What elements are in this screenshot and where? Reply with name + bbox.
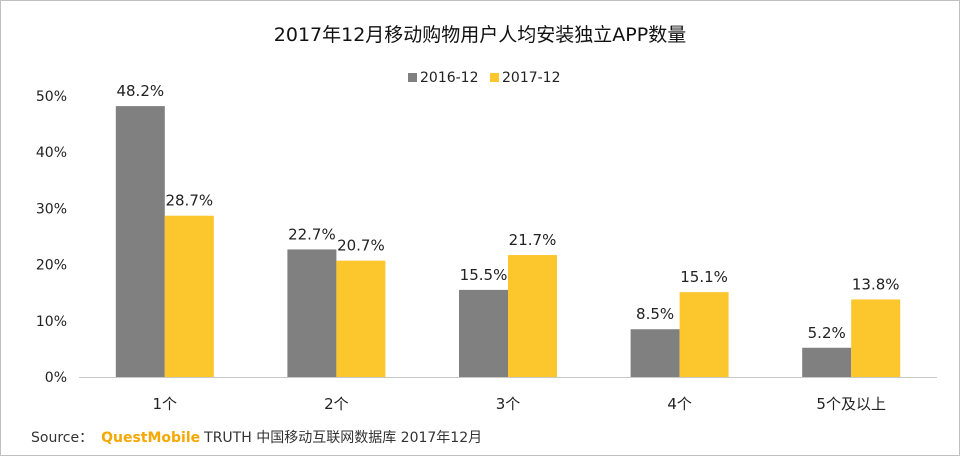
chart-title: 2017年12月移动购物用户人均安装独立APP数量: [274, 24, 686, 46]
x-tick-label: 5个及以上: [816, 395, 886, 413]
bar-2017-12-2: [336, 260, 386, 377]
legend: 2016-12 2017-12: [408, 70, 561, 86]
bar-2016-12-5: [802, 347, 852, 377]
data-label-2016-12-3: 15.5%: [460, 266, 508, 284]
bar-2017-12-3: [508, 255, 557, 377]
bar-2017-12-4: [679, 292, 729, 377]
bar-2016-12-4: [630, 329, 680, 377]
bar-2016-12-1: [115, 106, 165, 377]
y-tick-label: 20%: [36, 258, 67, 274]
x-tick-label: 2个: [324, 395, 349, 413]
source-prefix: Source：: [31, 430, 94, 446]
data-label-2016-12-2: 22.7%: [288, 225, 336, 243]
data-label-2017-12-5: 13.8%: [852, 275, 900, 293]
data-label-2016-12-5: 5.2%: [808, 324, 846, 342]
x-tick-label: 4个: [667, 395, 692, 413]
data-label-2017-12-2: 20.7%: [337, 237, 385, 255]
x-tick-label: 3个: [496, 395, 521, 413]
y-tick-label: 50%: [36, 89, 67, 105]
bar-2017-12-1: [164, 215, 214, 377]
bar-2017-12-5: [851, 299, 901, 377]
y-tick-label: 0%: [45, 370, 67, 386]
x-tick-label: 1个: [153, 395, 178, 413]
y-axis: 0% 10% 20% 30% 40% 50%: [36, 89, 67, 386]
source-brand: QuestMobile: [101, 430, 201, 446]
bar-2016-12-2: [287, 249, 337, 377]
x-axis: 1个 2个 3个 4个 5个及以上: [79, 377, 937, 413]
legend-label-2017-12: 2017-12: [502, 70, 561, 86]
legend-label-2016-12: 2016-12: [420, 70, 479, 86]
data-label-2017-12-1: 28.7%: [165, 192, 213, 210]
y-tick-label: 40%: [36, 145, 67, 161]
legend-swatch-2016-12: [408, 73, 417, 82]
y-tick-label: 30%: [36, 201, 67, 217]
data-label-2016-12-1: 48.2%: [116, 82, 164, 100]
data-label-2017-12-3: 21.7%: [509, 231, 557, 249]
bar-2016-12-3: [459, 289, 508, 377]
data-labels: 48.2% 28.7% 22.7%20.7% 15.5%21.7% 8.5% 15.1% 5…: [116, 82, 899, 342]
y-tick-label: 10%: [36, 314, 67, 330]
data-label-2016-12-4: 8.5%: [636, 305, 674, 323]
bars: [115, 106, 901, 377]
source-note: Source： QuestMobile TRUTH 中国移动互联网数据库 2017年…: [31, 427, 482, 447]
legend-swatch-2017-12: [490, 73, 499, 82]
data-label-2017-12-4: 15.1%: [680, 268, 728, 286]
source-text: TRUTH 中国移动互联网数据库 2017年12月: [204, 430, 483, 446]
